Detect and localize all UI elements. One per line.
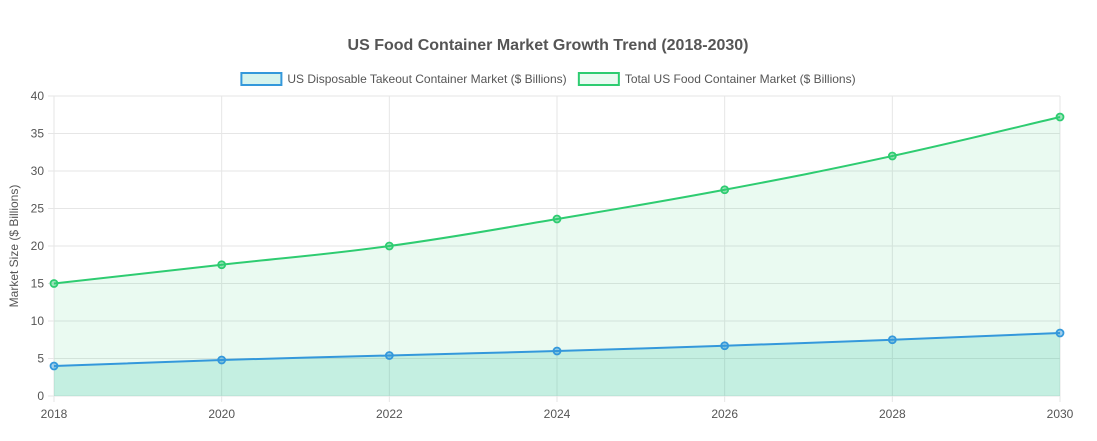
- y-tick-label: 5: [37, 352, 44, 366]
- legend-swatch: [240, 72, 283, 86]
- data-point[interactable]: [49, 361, 59, 371]
- data-point[interactable]: [720, 185, 730, 195]
- series-line-0: [53, 332, 1061, 367]
- x-tick-label: 2028: [879, 407, 906, 421]
- series-area-1: [54, 117, 1060, 396]
- series-area-0: [54, 333, 1060, 396]
- legend-item-0[interactable]: US Disposable Takeout Container Market (…: [240, 72, 567, 86]
- series-points: [49, 112, 1065, 371]
- data-point[interactable]: [887, 335, 897, 345]
- data-point[interactable]: [49, 279, 59, 288]
- data-point[interactable]: [1055, 328, 1065, 338]
- y-tick-label: 20: [31, 239, 45, 253]
- data-point[interactable]: [384, 241, 394, 251]
- legend-label: US Disposable Takeout Container Market (…: [287, 72, 566, 86]
- x-tick-label: 2024: [544, 407, 571, 421]
- y-tick-label: 0: [37, 389, 44, 403]
- legend-item-1[interactable]: Total US Food Container Market ($ Billio…: [577, 72, 856, 86]
- data-point[interactable]: [384, 351, 394, 360]
- series-line-1: [53, 116, 1061, 285]
- x-tick-label: 2026: [711, 407, 738, 421]
- data-point[interactable]: [552, 346, 562, 356]
- x-tick-label: 2018: [41, 407, 68, 421]
- data-point[interactable]: [1055, 112, 1065, 122]
- data-point[interactable]: [720, 341, 730, 351]
- series-areas: [54, 117, 1060, 396]
- series-lines: [53, 116, 1061, 367]
- y-tick-label: 40: [31, 89, 45, 103]
- legend: US Disposable Takeout Container Market (…: [240, 72, 856, 86]
- data-point[interactable]: [887, 151, 897, 161]
- chart-title: US Food Container Market Growth Trend (2…: [348, 37, 749, 54]
- legend-label: Total US Food Container Market ($ Billio…: [625, 72, 856, 86]
- data-point[interactable]: [217, 260, 227, 270]
- x-tick-label: 2020: [208, 407, 235, 421]
- y-tick-label: 15: [31, 277, 45, 291]
- data-point[interactable]: [217, 355, 227, 365]
- y-tick-label: 35: [31, 127, 45, 141]
- x-axis-ticks: 2018 2020 2022 2024 2026 2028 2030: [41, 407, 1074, 421]
- grid: [48, 95, 1061, 402]
- data-point[interactable]: [552, 214, 562, 224]
- y-axis-ticks: 0 5 10 15 20 25 30 35 40: [31, 89, 45, 403]
- x-tick-label: 2022: [376, 407, 403, 421]
- y-axis-label: Market Size ($ Billions): [7, 185, 21, 308]
- y-tick-label: 25: [31, 202, 45, 216]
- x-tick-label: 2030: [1047, 407, 1074, 421]
- y-tick-label: 10: [31, 314, 45, 328]
- y-tick-label: 30: [31, 164, 45, 178]
- legend-swatch: [577, 72, 620, 86]
